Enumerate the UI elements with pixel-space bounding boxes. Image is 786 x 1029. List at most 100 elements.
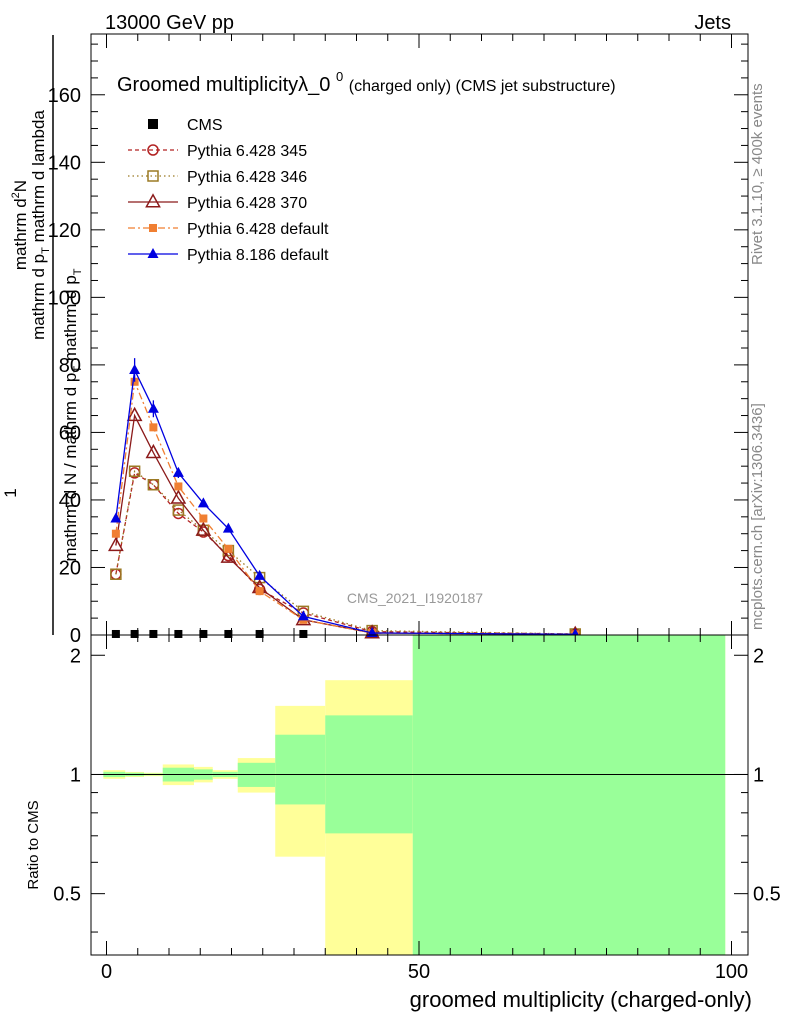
series-1 [110,467,581,640]
y-tick-label: 20 [59,557,81,579]
ratio-y-tick-label-left: 2 [70,645,81,667]
analysis-watermark: CMS_2021_I1920187 [347,590,483,606]
ylabel-frac-den-text: mathrm d N / mathrm d p [61,373,80,562]
series-layer [108,358,584,640]
data-point [128,465,141,477]
data-point [111,629,120,638]
data-point [126,406,143,422]
ylabel-top-line2b: mathrm d lambda [29,110,48,248]
ylabel-frac-numerator: 1 [1,488,20,497]
data-point [110,568,122,580]
mcplots-label: mcplots.cern.ch [arXiv:1306.3436] [749,403,766,630]
legend-marker [147,144,159,156]
data-point [110,512,122,523]
legend-marker [147,248,159,258]
data-point [149,423,158,432]
data-point [255,587,264,596]
ylabel-top-line1: mathrm d2N [10,180,30,270]
data-point [172,504,185,516]
ylabel-frac-den-sub2: T [72,268,84,275]
data-point [297,610,309,621]
x-tick-labels: 0 50 100 [101,961,748,983]
legend-item: CMS [148,117,223,134]
ratio-band-green [412,635,726,955]
legend-item: Pythia 6.428 370 [128,193,307,212]
data-point [195,521,212,536]
series-4 [111,377,580,639]
legend-marker [147,170,159,182]
legend-label: Pythia 6.428 default [187,221,329,238]
x-tick-label: 50 [408,961,430,983]
legend-item: Pythia 6.428 345 [128,143,307,160]
plot-title-superscript: 0 [336,69,343,84]
ylabel-top-sup: 2 [10,192,22,198]
legend-marker [148,119,158,129]
data-point [149,629,158,638]
data-point [130,629,139,638]
ratio-bands [103,635,726,955]
ratio-y-tick-label-right: 2 [753,645,764,667]
ylabel-top-line1-text: mathrm d [11,198,30,270]
ratio-y-tick-labels: 0.5 0.5 1 1 2 2 [53,645,781,905]
main-y-tick-labels: 0 20 40 60 80 100 120 140 160 [48,85,81,647]
y-tick-label: 140 [48,152,81,174]
x-axis-label: groomed multiplicity (charged-only) [410,987,752,1012]
y-tick-label: 0 [70,625,81,647]
ratio-y-axis-label: Ratio to CMS [25,800,42,889]
ratio-y-tick-label-right: 0.5 [753,884,781,906]
data-point [108,536,124,552]
y-tick-label: 160 [48,85,81,107]
energy-label: 13000 GeV pp [105,12,234,34]
legend-item: Pythia 8.186 default [128,247,329,264]
data-point [147,479,160,491]
ratio-y-tick-label-left: 1 [70,764,81,786]
data-point [220,548,237,563]
ylabel-frac-den-sub: T [72,366,84,373]
data-point [222,522,234,533]
series-line [115,413,576,635]
series-line [115,367,576,635]
main-y-axis-label: mathrm d2N mathrm d pT mathrm d lambda 1… [1,35,84,635]
data-point [174,482,183,491]
data-point [299,629,308,638]
legend-label: Pythia 6.428 345 [187,143,307,160]
series-line [115,471,576,635]
series-line [115,379,576,635]
data-point [224,629,233,638]
legend-label: Pythia 6.428 370 [187,195,307,212]
data-point [224,544,233,553]
ratio-panel-ticks [91,635,748,955]
legend: CMS Pythia 6.428 345 Pythia 6.428 346 Pythi… [128,117,329,264]
legend-item: Pythia 6.428 346 [128,169,307,186]
data-point [145,443,162,459]
legend-marker [145,193,161,208]
legend-item: Pythia 6.428 default [128,221,329,238]
series-3 [108,406,584,640]
category-label: Jets [694,12,731,34]
plot-title-suffix: (charged only) (CMS jet substructure) [349,78,616,95]
legend-marker [149,224,157,232]
data-point [147,479,160,491]
series-line [115,470,576,635]
y-tick-label: 40 [59,490,81,512]
y-tick-label: 60 [59,422,81,444]
x-tick-label: 100 [715,961,748,983]
x-tick-label: 0 [101,961,112,983]
legend-label: CMS [187,117,223,134]
series-5 [110,358,581,639]
series-2 [110,465,581,640]
data-point [174,629,183,638]
ylabel-top-sub: T [40,247,52,254]
data-point [197,497,209,508]
ylabel-top-line2: mathrm d pT mathrm d lambda [29,110,52,340]
ylabel-frac-den-b: mathrm d p [61,275,80,366]
y-tick-label: 100 [48,287,81,309]
rivet-version-label: Rivet 3.1.10, ≥ 400k events [749,83,766,265]
data-point [199,629,208,638]
data-point [199,514,208,523]
legend-label: Pythia 8.186 default [187,247,329,264]
ylabel-top-line2-text: mathrm d p [29,254,48,340]
y-tick-label: 120 [48,220,81,242]
plot-title: Groomed multiplicityλ_0 0 (charged only)… [117,64,616,96]
